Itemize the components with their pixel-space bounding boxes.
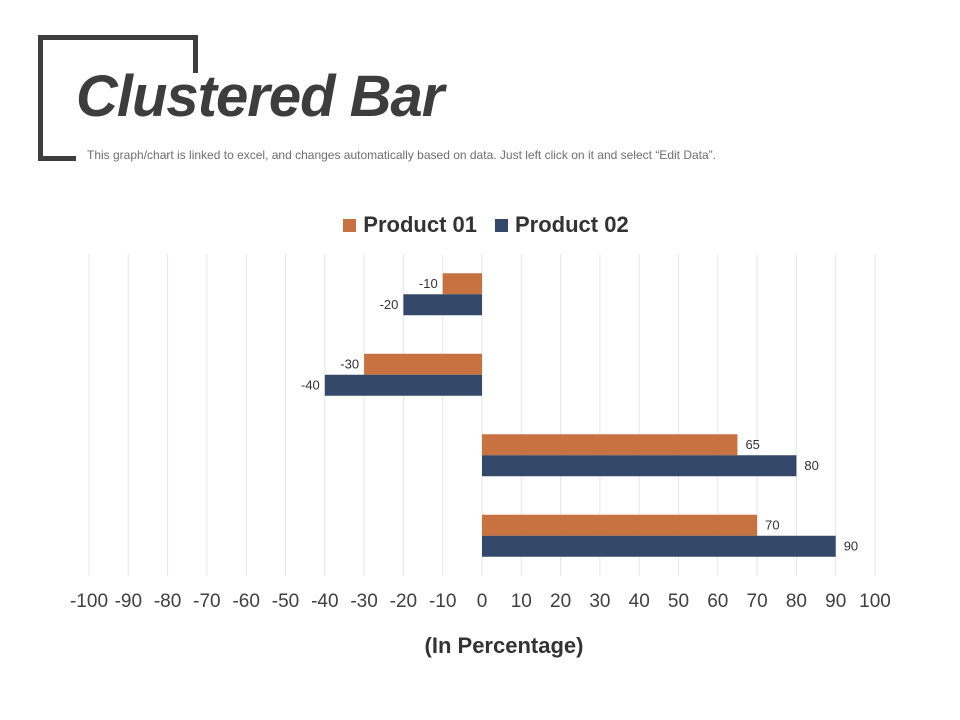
bar-product-01 — [482, 434, 738, 456]
data-label: -10 — [419, 276, 438, 291]
data-label: -30 — [340, 356, 359, 371]
x-tick-label: -100 — [70, 591, 108, 612]
legend-label-product-02: Product 02 — [515, 212, 629, 237]
x-tick-label: 70 — [747, 591, 768, 612]
x-tick-label: 0 — [477, 591, 488, 612]
legend-item-product-01: Product 01 — [343, 212, 477, 238]
x-tick-label: 50 — [668, 591, 689, 612]
bar-product-01 — [364, 353, 482, 375]
x-tick-label: 40 — [629, 591, 650, 612]
x-tick-label: 100 — [859, 591, 891, 612]
x-tick-label: -80 — [154, 591, 181, 612]
legend-item-product-02: Product 02 — [495, 212, 629, 238]
data-label: 90 — [844, 538, 858, 553]
x-tick-label: 80 — [786, 591, 807, 612]
data-label: 65 — [745, 437, 759, 452]
x-axis-title: (In Percentage) — [424, 633, 584, 658]
x-tick-label: -20 — [390, 591, 417, 612]
x-tick-label: 90 — [825, 591, 846, 612]
chart-legend: Product 01 Product 02 — [0, 210, 960, 240]
page-subtitle: This graph/chart is linked to excel, and… — [87, 148, 716, 162]
page-title: Clustered Bar — [76, 64, 444, 129]
x-tick-label: -50 — [272, 591, 299, 612]
x-tick-label: -10 — [429, 591, 456, 612]
legend-swatch-product-01 — [343, 218, 357, 232]
title-frame-right — [193, 35, 198, 73]
x-tick-label: -90 — [115, 591, 142, 612]
bar-product-02 — [403, 294, 482, 316]
bar-product-02 — [324, 374, 482, 396]
data-label: -40 — [301, 377, 320, 392]
data-label: 70 — [765, 517, 779, 532]
legend-swatch-product-02 — [495, 218, 508, 232]
x-tick-label: -60 — [232, 591, 259, 612]
x-tick-label: 60 — [707, 591, 728, 612]
data-label: -20 — [380, 297, 399, 312]
x-tick-label: 10 — [511, 591, 532, 612]
title-frame-top — [38, 35, 198, 40]
title-frame-bottom — [38, 156, 76, 161]
x-tick-label: 20 — [550, 591, 571, 612]
bar-product-02 — [482, 535, 836, 557]
x-tick-label: -30 — [350, 591, 377, 612]
bar-product-01 — [482, 514, 758, 536]
x-tick-label: 30 — [589, 591, 610, 612]
data-label: 80 — [804, 458, 818, 473]
title-frame-left — [38, 35, 43, 161]
bar-product-01 — [442, 273, 482, 295]
bar-product-02 — [482, 455, 797, 477]
x-tick-label: -70 — [193, 591, 220, 612]
x-tick-label: -40 — [311, 591, 338, 612]
legend-label-product-01: Product 01 — [363, 212, 477, 237]
